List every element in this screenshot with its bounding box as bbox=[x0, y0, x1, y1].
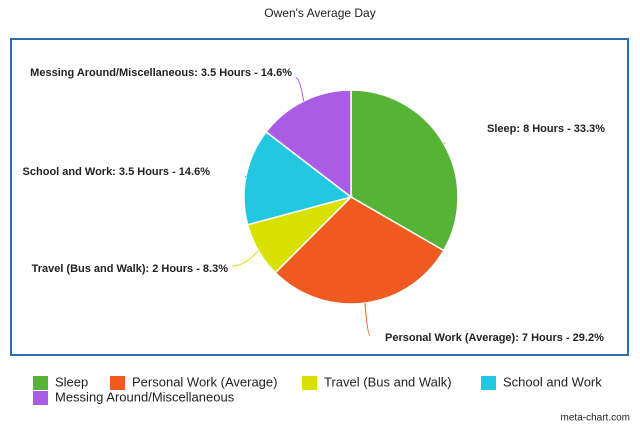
leader-line bbox=[443, 142, 446, 144]
legend-swatch bbox=[302, 376, 317, 390]
legend-label: Personal Work (Average) bbox=[132, 374, 277, 389]
legend-swatch bbox=[33, 391, 48, 405]
plot-border bbox=[10, 38, 629, 356]
data-label: Sleep: 8 Hours - 33.3% bbox=[487, 123, 605, 135]
leader-line bbox=[364, 303, 371, 336]
legend-swatch bbox=[110, 376, 125, 390]
leader-line bbox=[231, 250, 259, 267]
legend-swatch bbox=[481, 376, 496, 390]
pie-slice bbox=[265, 89, 352, 199]
legend-label: School and Work bbox=[503, 374, 602, 389]
chart-title: Owen's Average Day bbox=[264, 6, 375, 20]
leader-line bbox=[244, 175, 247, 178]
data-label: School and Work: 3.5 Hours - 14.6% bbox=[23, 166, 211, 178]
legend-swatch bbox=[33, 376, 48, 390]
data-label: Travel (Bus and Walk): 2 Hours - 8.3% bbox=[32, 263, 229, 275]
legend-label: Travel (Bus and Walk) bbox=[324, 374, 452, 389]
credit: meta-chart.com bbox=[561, 413, 630, 424]
data-label: Personal Work (Average): 7 Hours - 29.2% bbox=[385, 332, 604, 344]
data-label: Messing Around/Miscellaneous: 3.5 Hours … bbox=[30, 67, 292, 79]
leader-line bbox=[295, 77, 305, 102]
legend-label: Sleep bbox=[55, 374, 88, 389]
pie-slice bbox=[274, 196, 445, 305]
legend-label: Messing Around/Miscellaneous bbox=[55, 389, 235, 404]
